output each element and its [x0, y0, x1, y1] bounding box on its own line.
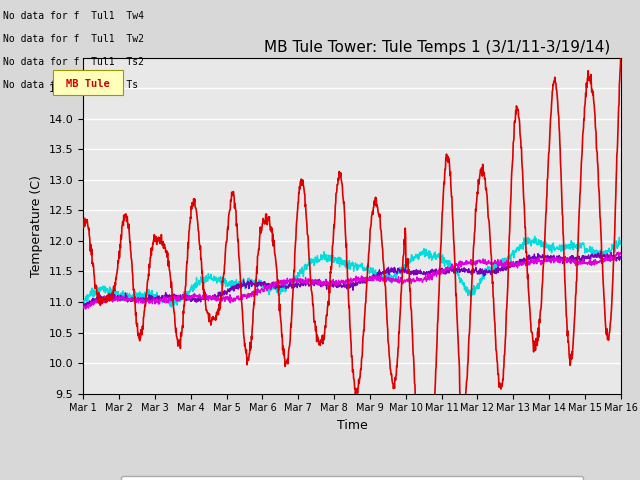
Text: No data for f  Tul1  Tw4: No data for f Tul1 Tw4	[3, 11, 144, 21]
Y-axis label: Temperature (C): Temperature (C)	[30, 175, 43, 276]
Text: No data for f  Tul1  Ts: No data for f Tul1 Ts	[3, 80, 138, 90]
Legend: Tul1_Tw+10cm, Tul1_Ts-8cm, Tul1_Ts-16cm, Tul1_Ts-32cm: Tul1_Tw+10cm, Tul1_Ts-8cm, Tul1_Ts-16cm,…	[121, 476, 583, 480]
X-axis label: Time: Time	[337, 419, 367, 432]
Text: No data for f  Tul1  Tw2: No data for f Tul1 Tw2	[3, 34, 144, 44]
Text: MB Tule Tower: Tule Temps 1 (3/1/11-3/19/14): MB Tule Tower: Tule Temps 1 (3/1/11-3/19…	[264, 40, 610, 55]
Text: No data for f  Tul1  Ts2: No data for f Tul1 Ts2	[3, 57, 144, 67]
Text: MB Tule: MB Tule	[67, 79, 110, 88]
